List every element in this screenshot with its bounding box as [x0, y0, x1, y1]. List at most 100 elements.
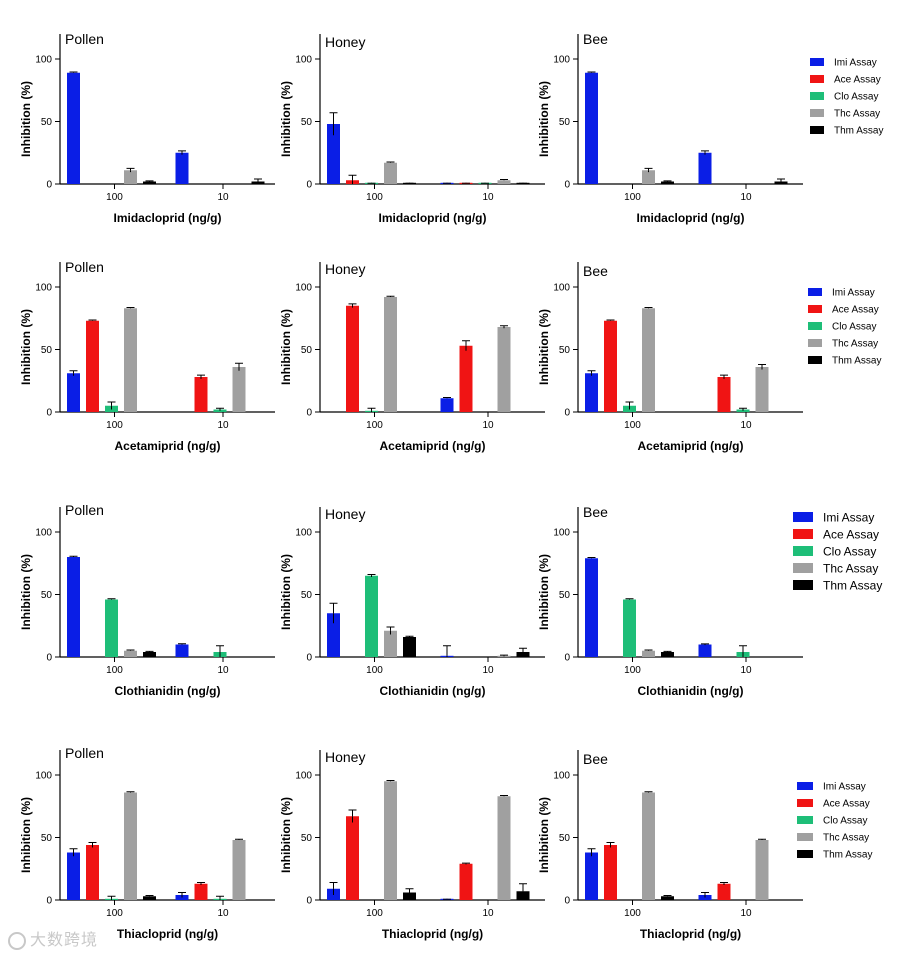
- y-tick-label: 100: [295, 55, 312, 66]
- y-axis-label: Inhibition (%): [279, 309, 293, 385]
- x-tick-label: 10: [482, 665, 494, 676]
- legend-swatch: [793, 512, 813, 522]
- x-tick-label: 10: [740, 192, 752, 203]
- y-axis-label: Inhibition (%): [19, 81, 33, 157]
- x-axis-label: Clothianidin (ng/g): [638, 684, 744, 698]
- legend-swatch: [797, 782, 813, 790]
- legend-swatch: [808, 288, 822, 296]
- bar: [327, 124, 340, 184]
- bar: [755, 367, 769, 412]
- y-tick-label: 100: [295, 771, 312, 782]
- y-tick-label: 0: [306, 408, 312, 419]
- y-axis-label: Inhibition (%): [19, 309, 33, 385]
- y-tick-label: 50: [301, 590, 313, 601]
- bar: [642, 650, 655, 657]
- y-tick-label: 50: [41, 833, 53, 844]
- bar: [755, 840, 769, 900]
- chart-panel: 0 50 100 Inhibition (%) Honey 100 10 Imidaclopr…: [279, 34, 545, 225]
- panel-title: Bee: [583, 31, 608, 47]
- x-tick-label: 100: [366, 192, 383, 203]
- legend-label: Clo Assay: [823, 545, 876, 559]
- y-tick-label: 0: [306, 653, 312, 664]
- legend: Imi Assay Ace Assay Clo Assay Thc Assay Thm …: [793, 511, 882, 593]
- y-axis-label: Inhibition (%): [537, 554, 551, 630]
- y-tick-label: 0: [564, 653, 570, 664]
- panel-title: Honey: [325, 749, 365, 765]
- legend-swatch: [793, 529, 813, 539]
- panel-title: Pollen: [65, 502, 104, 518]
- x-tick-label: 100: [106, 192, 123, 203]
- y-tick-label: 0: [46, 653, 52, 664]
- panel-title: Pollen: [65, 745, 104, 761]
- bar: [86, 320, 99, 412]
- legend-label: Clo Assay: [823, 816, 867, 827]
- bar: [384, 781, 397, 900]
- y-tick-label: 50: [559, 117, 571, 128]
- bar: [232, 367, 246, 412]
- bar: [175, 644, 189, 657]
- y-tick-label: 50: [301, 117, 313, 128]
- legend-swatch: [797, 816, 813, 824]
- legend-label: Thc Assay: [823, 833, 869, 844]
- legend-swatch: [793, 580, 813, 590]
- y-axis-label: Inhibition (%): [19, 554, 33, 630]
- y-tick-label: 100: [35, 771, 52, 782]
- legend-label: Imi Assay: [832, 288, 875, 299]
- bar: [67, 557, 80, 657]
- bar: [642, 792, 655, 900]
- panel-title: Bee: [583, 751, 608, 767]
- y-axis-label: Inhibition (%): [537, 81, 551, 157]
- legend-swatch: [808, 322, 822, 330]
- x-tick-label: 10: [482, 420, 494, 431]
- x-tick-label: 100: [624, 420, 641, 431]
- chart-panel: 0 50 100 Inhibition (%) Bee 100 10 Thiacloprid …: [537, 750, 803, 941]
- bar: [384, 630, 397, 657]
- legend-swatch: [797, 833, 813, 841]
- chart-panel: 0 50 100 Inhibition (%) Pollen 100 10 Imidaclop…: [19, 31, 275, 225]
- legend-label: Ace Assay: [823, 528, 879, 542]
- y-axis-label: Inhibition (%): [279, 81, 293, 157]
- chart-panel: 0 50 100 Inhibition (%) Pollen 100 10 Acetamipr…: [19, 259, 275, 453]
- x-axis-label: Thiacloprid (ng/g): [382, 927, 483, 941]
- x-axis-label: Imidacloprid (ng/g): [114, 211, 222, 225]
- bar: [86, 845, 99, 900]
- x-tick-label: 100: [366, 665, 383, 676]
- x-axis-label: Imidacloprid (ng/g): [379, 211, 487, 225]
- bar: [327, 613, 340, 657]
- bar: [346, 816, 359, 900]
- legend-label: Ace Assay: [823, 799, 870, 810]
- legend-swatch: [797, 799, 813, 807]
- bar: [604, 845, 617, 900]
- y-tick-label: 0: [46, 180, 52, 191]
- x-axis-label: Acetamiprid (ng/g): [379, 439, 485, 453]
- y-tick-label: 50: [301, 345, 313, 356]
- legend-label: Ace Assay: [834, 75, 881, 86]
- y-tick-label: 50: [41, 117, 53, 128]
- bar: [194, 883, 208, 900]
- legend-label: Imi Assay: [834, 58, 877, 69]
- bar: [585, 558, 598, 657]
- y-tick-label: 100: [35, 55, 52, 66]
- x-tick-label: 100: [366, 908, 383, 919]
- legend-label: Thm Assay: [823, 579, 882, 593]
- panel-title: Bee: [583, 504, 608, 520]
- chart-panel: 0 50 100 Inhibition (%) Honey 100 10 Thiaclopri…: [279, 749, 545, 941]
- y-tick-label: 50: [41, 590, 53, 601]
- y-axis-label: Inhibition (%): [537, 797, 551, 873]
- y-tick-label: 100: [35, 528, 52, 539]
- y-axis-label: Inhibition (%): [279, 797, 293, 873]
- y-axis-label: Inhibition (%): [279, 554, 293, 630]
- bar: [661, 652, 674, 657]
- legend-swatch: [810, 109, 824, 117]
- chart-panel: 0 50 100 Inhibition (%) Bee 100 10 Clothianidin…: [537, 504, 803, 698]
- bar: [717, 883, 731, 900]
- x-axis-label: Acetamiprid (ng/g): [637, 439, 743, 453]
- x-tick-label: 100: [624, 665, 641, 676]
- y-tick-label: 100: [35, 283, 52, 294]
- bar: [497, 180, 511, 184]
- legend: Imi Assay Ace Assay Clo Assay Thc Assay Thm …: [810, 58, 883, 137]
- legend-label: Imi Assay: [823, 511, 874, 525]
- x-axis-label: Acetamiprid (ng/g): [114, 439, 220, 453]
- bar: [604, 320, 617, 412]
- legend-swatch: [797, 850, 813, 858]
